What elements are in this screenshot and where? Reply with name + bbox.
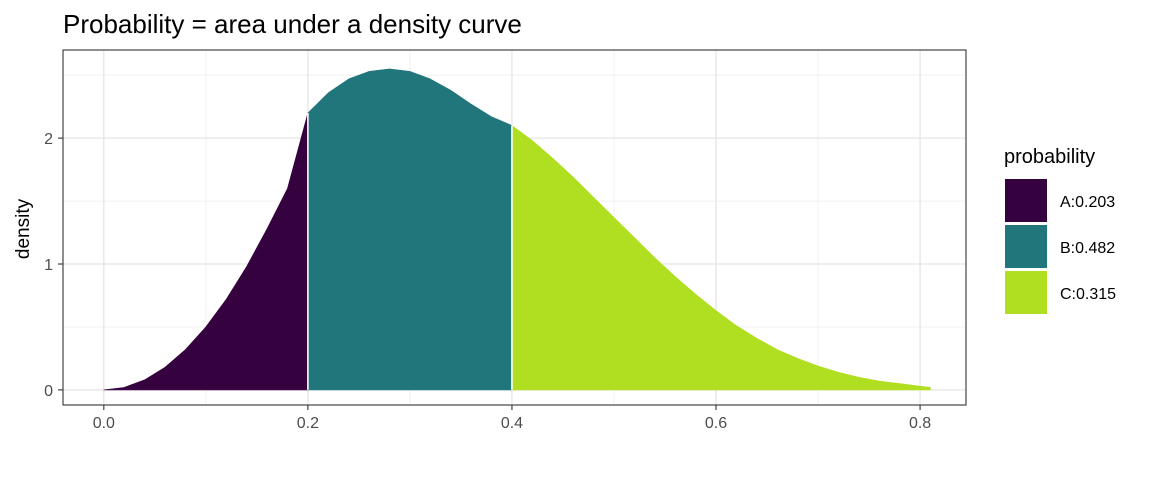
legend-swatch <box>1005 225 1047 268</box>
x-tick-label: 0.0 <box>93 415 115 432</box>
legend: probability A:0.203 B:0.482 C:0.315 <box>1004 146 1116 314</box>
plot-panel <box>62 49 967 406</box>
y-tick-label: 1 <box>44 257 53 274</box>
x-axis: 0.0 0.2 0.4 0.6 0.8 <box>93 405 931 432</box>
x-tick-label: 0.6 <box>705 415 727 432</box>
area-region-c <box>511 125 931 391</box>
chart-title: Probability = area under a density curve <box>63 9 522 39</box>
legend-label: A:0.203 <box>1060 194 1115 211</box>
x-tick-label: 0.2 <box>297 415 319 432</box>
panel-border <box>62 49 967 406</box>
legend-swatch <box>1005 271 1047 314</box>
density-areas <box>103 68 931 391</box>
y-tick-label: 0 <box>44 383 53 400</box>
legend-items: A:0.203 B:0.482 C:0.315 <box>1005 179 1116 314</box>
legend-label: C:0.315 <box>1060 286 1116 303</box>
legend-swatch <box>1005 179 1047 222</box>
y-tick-label: 2 <box>44 131 53 148</box>
y-axis: 0 1 2 <box>44 131 63 400</box>
area-region-b <box>307 68 513 391</box>
legend-title: probability <box>1004 146 1095 168</box>
legend-label: B:0.482 <box>1060 240 1115 257</box>
region-dividers <box>307 112 513 390</box>
y-axis-label: density <box>13 198 34 259</box>
x-tick-label: 0.4 <box>501 415 523 432</box>
x-tick-label: 0.8 <box>909 415 931 432</box>
